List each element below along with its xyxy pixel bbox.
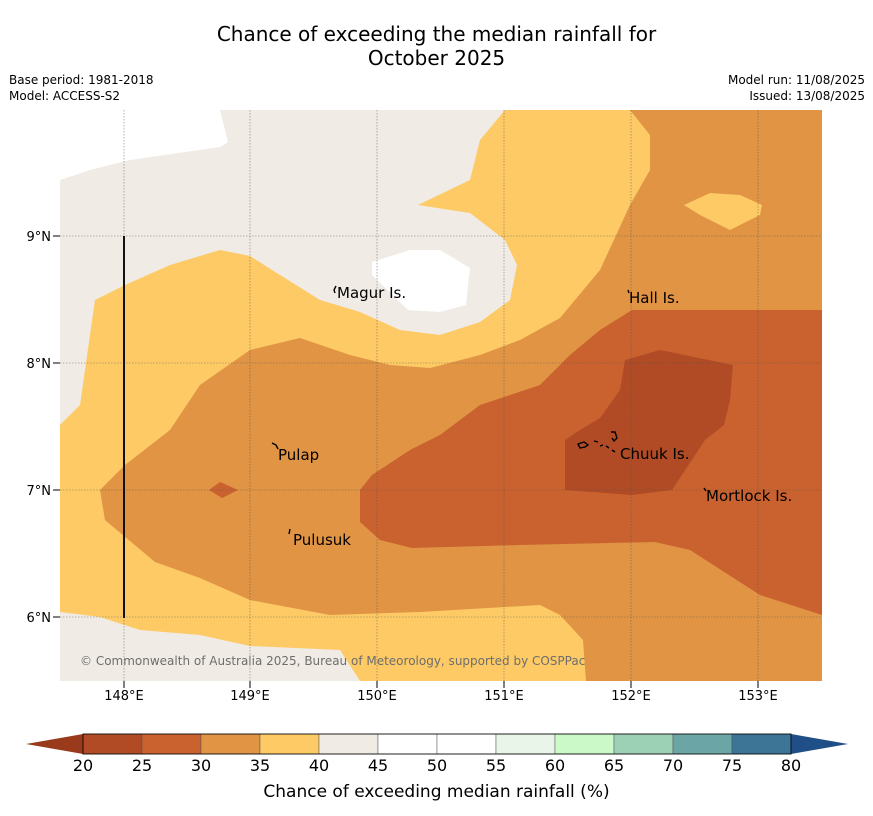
pulusuk-island	[288, 528, 291, 535]
colorbar-label: Chance of exceeding median rainfall (%)	[263, 782, 610, 802]
colorbar-box	[613, 733, 674, 755]
map-contours	[60, 110, 822, 681]
colorbar-tick-label: 45	[368, 756, 388, 775]
place-label: Magur Is.	[337, 284, 406, 302]
magur-island	[333, 285, 337, 294]
colorbar-tick-label: 30	[191, 756, 211, 775]
colorbar-tick-label: 40	[309, 756, 329, 775]
colorbar-tick-label: 75	[722, 756, 742, 775]
copyright-notice: © Commonwealth of Australia 2025, Bureau…	[80, 654, 585, 668]
base-period: Base period: 1981-2018	[9, 73, 154, 87]
region-40-45	[60, 612, 360, 681]
lon-label: 148°E	[104, 689, 144, 704]
colorbar-under-arrow	[26, 734, 83, 754]
chuuk-island	[593, 431, 618, 453]
lat-label: 6°N	[27, 611, 52, 626]
colorbar-box	[672, 733, 733, 755]
lon-label: 153°E	[738, 689, 778, 704]
title-line-2: October 2025	[367, 46, 506, 70]
meta-left: Base period: 1981-2018 Model: ACCESS-S2	[9, 72, 154, 104]
lon-label: 151°E	[484, 689, 524, 704]
lat-ticks	[53, 235, 60, 618]
colorbar-box	[554, 733, 615, 755]
colorbar-box	[141, 733, 202, 755]
colorbar-tick-label: 20	[73, 756, 93, 775]
place-label: Chuuk Is.	[620, 445, 689, 463]
colorbar-over-arrow	[791, 734, 848, 754]
model-name: Model: ACCESS-S2	[9, 89, 121, 103]
colorbar-tick-label: 50	[427, 756, 447, 775]
place-label: Pulusuk	[293, 531, 351, 549]
colorbar-tick-label: 70	[663, 756, 683, 775]
pulap-island	[271, 442, 279, 450]
lon-ticks	[123, 681, 759, 688]
colorbar-tick-label: 60	[545, 756, 565, 775]
lon-label: 152°E	[611, 689, 651, 704]
lat-label: 7°N	[27, 484, 52, 499]
region-35-40	[684, 193, 762, 230]
colorbar-box	[731, 733, 792, 755]
colorbar-tick-label: 35	[250, 756, 270, 775]
hall-island	[627, 289, 630, 294]
lat-label: 9°N	[27, 230, 52, 245]
colorbar-box	[495, 733, 556, 755]
colorbar-box	[318, 733, 379, 755]
colorbar-frame	[82, 733, 792, 755]
colorbar-box	[82, 733, 143, 755]
region-20-25	[565, 350, 733, 495]
place-label: Mortlock Is.	[706, 487, 792, 505]
colorbar-tick-label: 65	[604, 756, 624, 775]
lon-label: 149°E	[230, 689, 270, 704]
mortlock-island	[703, 487, 707, 492]
meta-right: Model run: 11/08/2025 Issued: 13/08/2025	[728, 72, 865, 104]
issued-date: Issued: 13/08/2025	[749, 89, 865, 103]
model-run: Model run: 11/08/2025	[727, 73, 865, 87]
colorbar-box	[259, 733, 320, 755]
colorbar-box	[436, 733, 497, 755]
colorbar-boxes	[82, 733, 792, 755]
colorbar-tick-label: 80	[781, 756, 801, 775]
colorbar-tick-labels: 20 25 30 35 40 45 50 55 60 65 70 75 80	[73, 756, 801, 775]
place-label: Pulap	[278, 446, 319, 464]
chart-title: Chance of exceeding the median rainfall …	[0, 22, 873, 70]
region-45-55	[372, 250, 470, 312]
lat-label: 8°N	[27, 357, 52, 372]
title-line-1: Chance of exceeding the median rainfall …	[216, 22, 657, 46]
place-label: Hall Is.	[629, 289, 680, 307]
colorbar-tick-label: 55	[486, 756, 506, 775]
lon-label: 150°E	[357, 689, 397, 704]
chuuk-island	[577, 441, 590, 449]
colorbar-box	[200, 733, 261, 755]
island-shapes	[271, 285, 707, 535]
colorbar-box	[377, 733, 438, 755]
colorbar-tick-label: 25	[132, 756, 152, 775]
